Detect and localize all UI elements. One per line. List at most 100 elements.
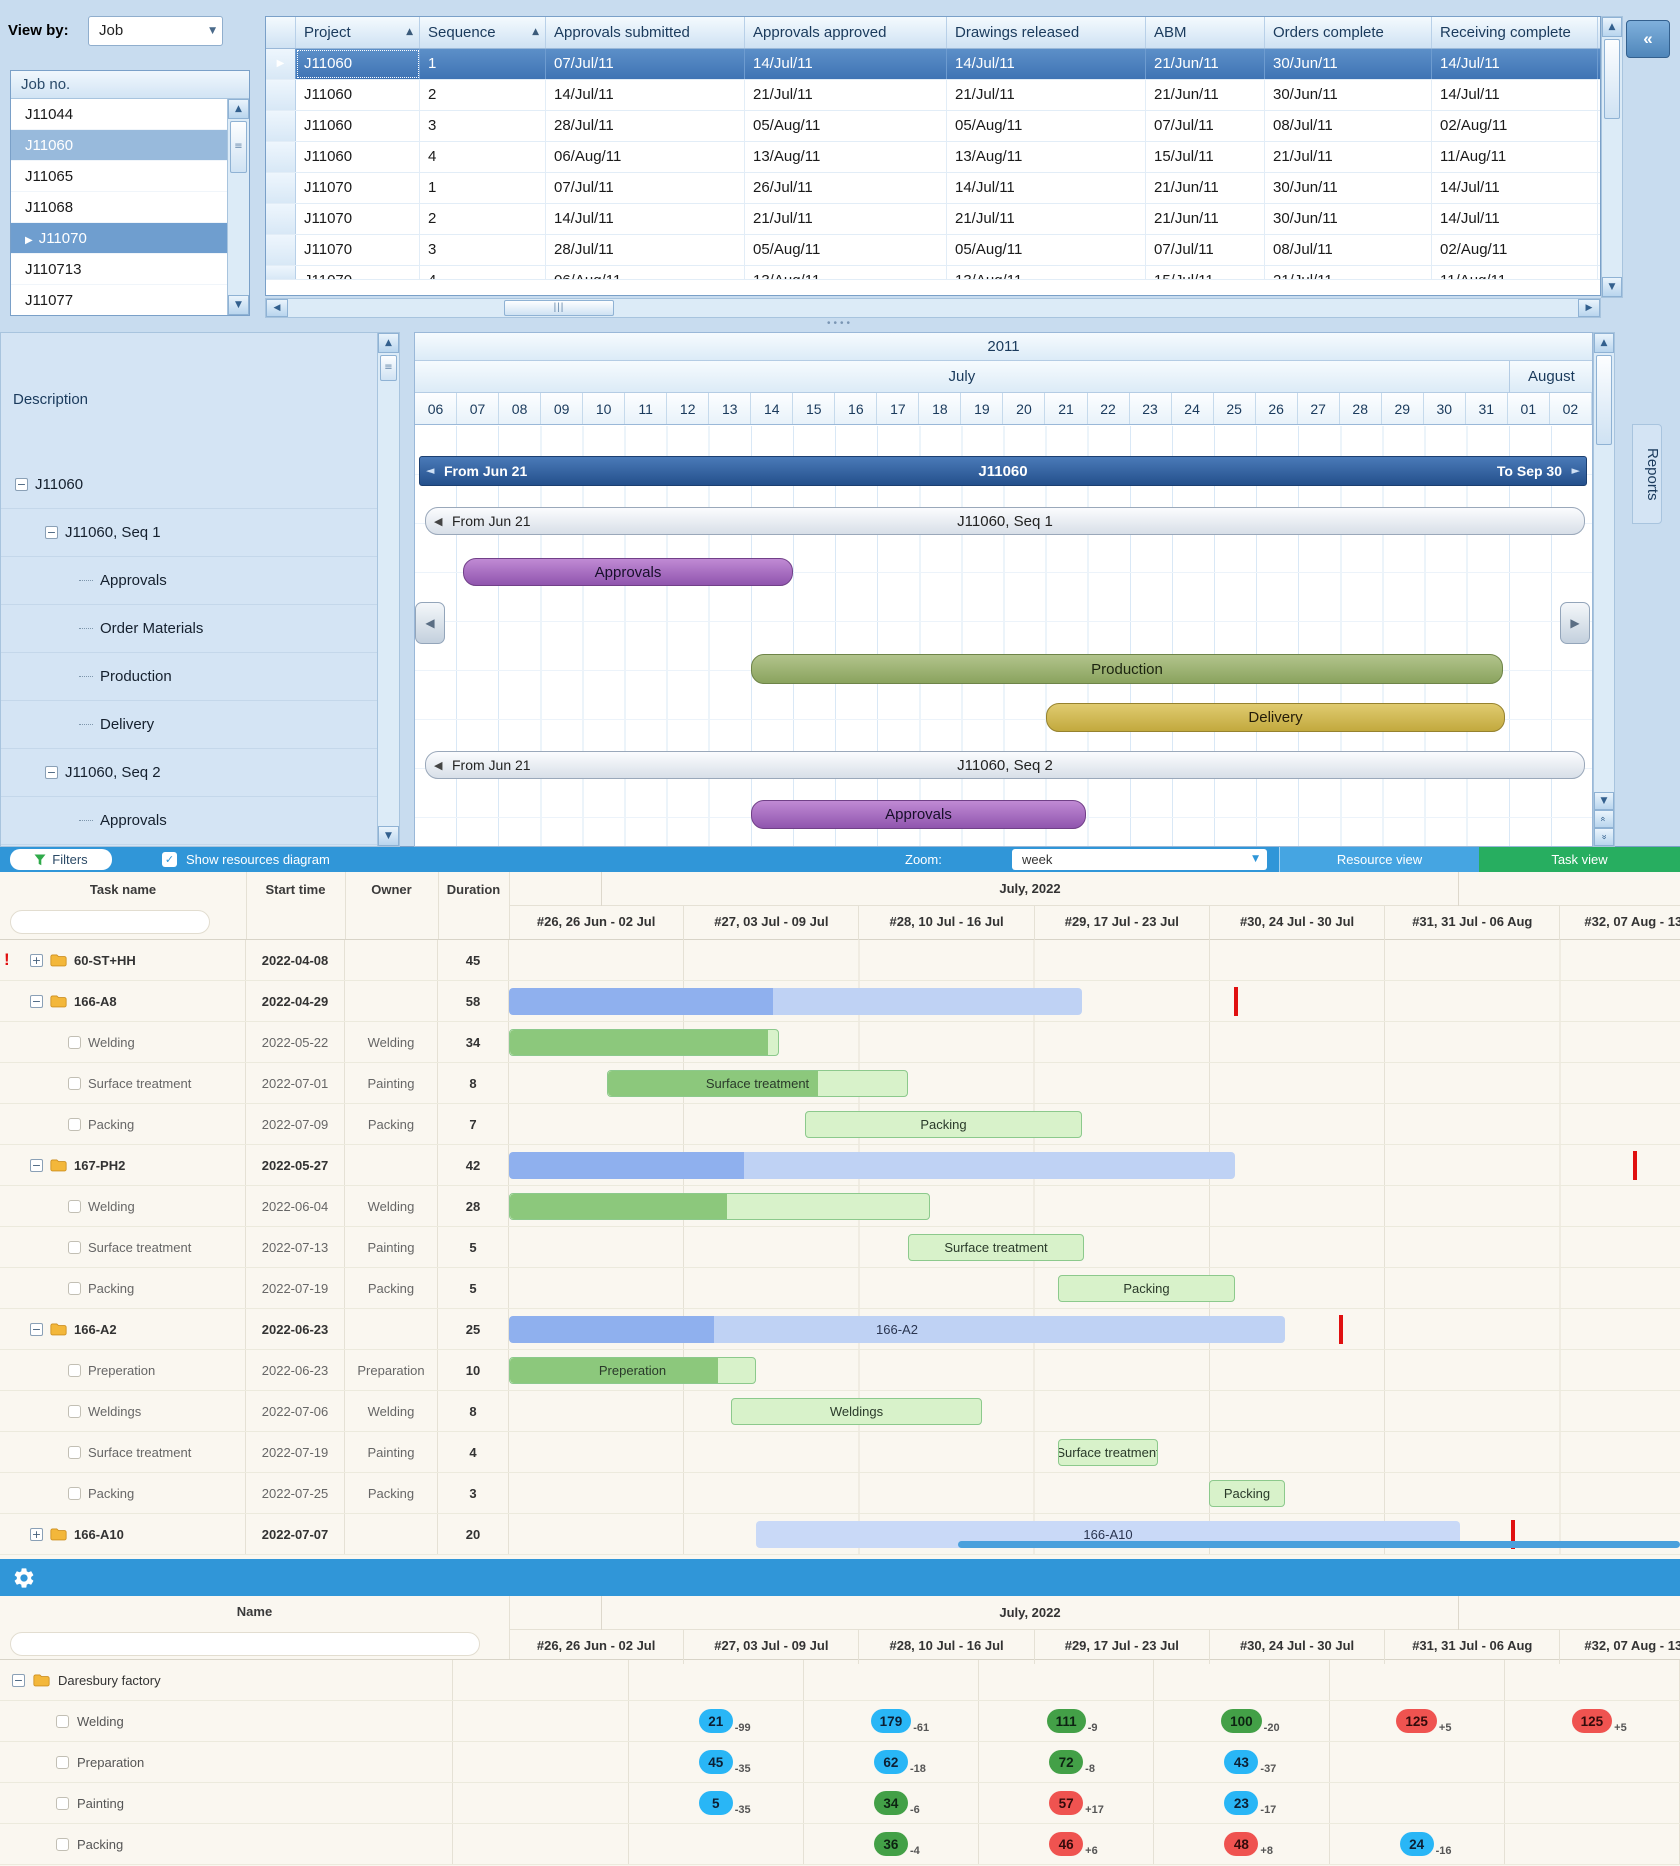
tree-collapse-icon[interactable]: −: [15, 478, 28, 491]
page-down-icon[interactable]: «: [1594, 828, 1614, 846]
filters-button[interactable]: Filters: [10, 849, 112, 870]
gantt-bar[interactable]: [509, 1029, 779, 1056]
task-row[interactable]: +166-A10 2022-07-07 20 166-A10: [0, 1514, 1680, 1555]
scroll-up-icon[interactable]: ▲: [378, 333, 399, 353]
tree-item[interactable]: Production: [1, 653, 377, 701]
scroll-thumb[interactable]: [1596, 355, 1612, 445]
column-header-start-time[interactable]: Start time: [265, 882, 326, 897]
resource-checkbox[interactable]: [56, 1837, 69, 1851]
gantt-task-bar-approvals[interactable]: Approvals: [463, 558, 793, 586]
task-checkbox[interactable]: [68, 1117, 81, 1131]
tree-toggle-icon[interactable]: −: [30, 1158, 43, 1172]
resource-row[interactable]: Preparation 45 -35 62 -18 72 -8 43 -37: [0, 1742, 1680, 1783]
zoom-dropdown[interactable]: week ▼: [1012, 849, 1267, 870]
settings-gear-icon[interactable]: [12, 1566, 36, 1590]
column-header-task-name[interactable]: Task name: [89, 882, 157, 897]
resource-row[interactable]: Packing 36 -4 46 +6 48 +8 24 -16: [0, 1824, 1680, 1865]
grid-row[interactable]: J11060 2 14/Jul/11 21/Jul/11 21/Jul/11 21/Jun…: [266, 80, 1600, 111]
tree-toggle-icon[interactable]: −: [30, 1322, 43, 1336]
task-checkbox[interactable]: [68, 1445, 81, 1459]
gantt-bar[interactable]: Packing: [1209, 1480, 1285, 1507]
column-header[interactable]: Project ▲: [296, 17, 420, 48]
grid-row[interactable]: J11060 3 28/Jul/11 05/Aug/11 05/Aug/11 07/Jul…: [266, 111, 1600, 142]
gantt-task-bar-production[interactable]: Production: [751, 654, 1503, 684]
scroll-thumb[interactable]: ≡: [380, 355, 397, 381]
job-list-scrollbar[interactable]: ▲ ≡ ▼: [227, 99, 249, 315]
resource-checkbox[interactable]: [56, 1714, 69, 1728]
horizontal-splitter[interactable]: ••••: [0, 318, 1680, 332]
tree-collapse-icon[interactable]: −: [45, 766, 58, 779]
task-row[interactable]: Surface treatment 2022-07-19 Painting 4 Surf…: [0, 1432, 1680, 1473]
task-view-button[interactable]: Task view: [1479, 847, 1680, 872]
resource-checkbox[interactable]: [56, 1755, 69, 1769]
grid-row[interactable]: ▶ J11060 1 07/Jul/11 14/Jul/11 14/Jul/11 21/Ju…: [266, 49, 1600, 80]
job-list-item[interactable]: ▶ J11070: [11, 223, 227, 254]
column-header[interactable]: Receiving complete: [1432, 17, 1598, 48]
task-row[interactable]: Weldings 2022-07-06 Welding 8 Weldings: [0, 1391, 1680, 1432]
drag-left-icon[interactable]: ◄: [426, 464, 435, 477]
job-list-item[interactable]: J11060: [11, 130, 227, 161]
job-list-item[interactable]: J11068: [11, 192, 227, 223]
grid-row[interactable]: J11070 3 28/Jul/11 05/Aug/11 05/Aug/11 07/Jul…: [266, 235, 1600, 266]
gantt-bar[interactable]: Surface treatment: [1058, 1439, 1158, 1466]
task-row[interactable]: Packing 2022-07-25 Packing 3 Packing: [0, 1473, 1680, 1514]
gantt-vertical-scrollbar[interactable]: ▲ ▼ « «: [1593, 332, 1615, 847]
tree-item[interactable]: − J11060, Seq 2: [1, 749, 377, 797]
scroll-up-icon[interactable]: ▲: [1602, 17, 1622, 37]
task-row[interactable]: Packing 2022-07-09 Packing 7 Packing: [0, 1104, 1680, 1145]
scroll-right-icon[interactable]: ▶: [1578, 299, 1600, 317]
task-checkbox[interactable]: [68, 1281, 81, 1295]
grid-row[interactable]: J11070406/Aug/1113/Aug/1113/Aug/1115/Jul…: [266, 266, 1600, 280]
grid-row[interactable]: J11060 4 06/Aug/11 13/Aug/11 13/Aug/11 15/Jul…: [266, 142, 1600, 173]
resource-group-row[interactable]: − Daresbury factory: [0, 1660, 1680, 1701]
scroll-up-icon[interactable]: ▲: [1594, 333, 1614, 353]
gantt-bar[interactable]: Packing: [805, 1111, 1082, 1138]
show-resources-checkbox[interactable]: ✓: [162, 852, 177, 867]
tree-item[interactable]: − J11060: [1, 461, 377, 509]
task-row[interactable]: Surface treatment 2022-07-01 Painting 8 Surf…: [0, 1063, 1680, 1104]
view-by-dropdown[interactable]: Job ▼: [88, 16, 223, 46]
column-header[interactable]: ABM: [1146, 17, 1265, 48]
task-checkbox[interactable]: [68, 1035, 81, 1049]
scroll-down-icon[interactable]: ▼: [378, 826, 399, 846]
grid-horizontal-scrollbar[interactable]: ◀ ||| ▶: [265, 298, 1601, 318]
gantt-horizontal-scrollbar[interactable]: [958, 1541, 1680, 1548]
scroll-down-icon[interactable]: ▼: [1602, 277, 1622, 297]
scroll-up-icon[interactable]: ▲: [228, 99, 249, 119]
gantt-task-bar-delivery[interactable]: Delivery: [1046, 703, 1505, 732]
task-row[interactable]: Surface treatment 2022-07-13 Painting 5 Surf…: [0, 1227, 1680, 1268]
scroll-left-icon[interactable]: ◀: [266, 299, 288, 317]
task-checkbox[interactable]: [68, 1404, 81, 1418]
task-row[interactable]: Packing 2022-07-19 Packing 5 Packing: [0, 1268, 1680, 1309]
reports-tab[interactable]: Reports: [1632, 424, 1662, 524]
gantt-sequence-bar[interactable]: ◀ From Jun 21 J11060, Seq 1: [425, 507, 1585, 535]
scroll-thumb[interactable]: [1604, 39, 1620, 119]
gantt-bar[interactable]: Packing: [1058, 1275, 1235, 1302]
gantt-scroll-left-button[interactable]: ◀: [415, 602, 445, 644]
grid-row[interactable]: J11070 1 07/Jul/11 26/Jul/11 14/Jul/11 21/Jun…: [266, 173, 1600, 204]
task-row[interactable]: − 166-A8 2022-04-29 58: [0, 981, 1680, 1022]
grid-vertical-scrollbar[interactable]: ▲ ▼: [1601, 16, 1623, 298]
resource-checkbox[interactable]: [56, 1796, 69, 1810]
job-list-item[interactable]: J11077: [11, 285, 227, 315]
description-scrollbar[interactable]: ▲ ≡ ▼: [377, 333, 399, 846]
task-row[interactable]: Welding 2022-06-04 Welding 28: [0, 1186, 1680, 1227]
tree-collapse-icon[interactable]: −: [45, 526, 58, 539]
column-header[interactable]: Approvals submitted: [546, 17, 745, 48]
gantt-bar[interactable]: Weldings: [731, 1398, 982, 1425]
task-row[interactable]: Welding 2022-05-22 Welding 34: [0, 1022, 1680, 1063]
gantt-bar[interactable]: Preperation: [509, 1357, 756, 1384]
job-list-item[interactable]: J11044: [11, 99, 227, 130]
resource-row[interactable]: Painting 5 -35 34 -6 57 +17 23 -17: [0, 1783, 1680, 1824]
column-header[interactable]: Sequence ▲: [420, 17, 546, 48]
tree-toggle-icon[interactable]: +: [30, 953, 43, 967]
gantt-sequence-bar[interactable]: ◀ From Jun 21 J11060, Seq 2: [425, 751, 1585, 779]
tree-item[interactable]: Approvals: [1, 797, 377, 845]
task-checkbox[interactable]: [68, 1076, 81, 1090]
job-list-item[interactable]: J110713: [11, 254, 227, 285]
drag-right-icon[interactable]: ►: [1571, 464, 1580, 477]
tree-item[interactable]: Delivery: [1, 701, 377, 749]
tree-toggle-icon[interactable]: −: [30, 994, 43, 1008]
task-search-input[interactable]: [10, 910, 210, 934]
scroll-down-icon[interactable]: ▼: [1594, 792, 1614, 810]
